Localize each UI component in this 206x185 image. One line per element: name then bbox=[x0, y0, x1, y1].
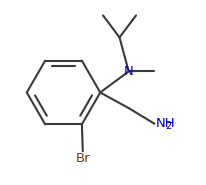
Text: 2: 2 bbox=[165, 121, 171, 131]
Text: NH: NH bbox=[156, 117, 176, 130]
Text: Br: Br bbox=[75, 152, 90, 165]
Text: N: N bbox=[124, 65, 133, 78]
